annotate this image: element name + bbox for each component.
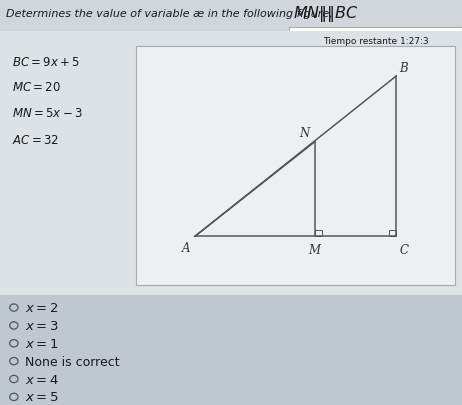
FancyBboxPatch shape [136, 47, 455, 286]
Bar [389, 230, 396, 237]
Text: $x = 4$: $x = 4$ [25, 373, 60, 386]
Text: $\mathit{MN}{\|\|}\mathit{BC}$: $\mathit{MN}{\|\|}\mathit{BC}$ [293, 4, 359, 24]
FancyBboxPatch shape [0, 32, 462, 296]
Text: C: C [399, 244, 408, 257]
FancyBboxPatch shape [289, 28, 462, 55]
Text: None is correct: None is correct [25, 355, 120, 368]
Text: $AC = 32$: $AC = 32$ [12, 133, 59, 146]
Text: M: M [309, 244, 321, 257]
FancyBboxPatch shape [0, 0, 462, 34]
Text: A: A [182, 241, 190, 254]
Text: $BC = 9x + 5$: $BC = 9x + 5$ [12, 56, 79, 69]
Bar [315, 230, 322, 237]
Text: N: N [299, 127, 310, 140]
Text: $x = 3$: $x = 3$ [25, 319, 59, 332]
Text: Tiempo restante 1:27:3: Tiempo restante 1:27:3 [323, 37, 428, 46]
Text: $x = 5$: $x = 5$ [25, 390, 59, 403]
Text: Determines the value of variable æ in the following figure,: Determines the value of variable æ in th… [6, 9, 332, 19]
Text: B: B [399, 62, 408, 75]
Text: $MC = 20$: $MC = 20$ [12, 81, 61, 94]
Text: $x = 2$: $x = 2$ [25, 301, 59, 314]
Text: $MN = 5x − 3$: $MN = 5x − 3$ [12, 107, 82, 120]
Text: $x = 1$: $x = 1$ [25, 337, 59, 350]
